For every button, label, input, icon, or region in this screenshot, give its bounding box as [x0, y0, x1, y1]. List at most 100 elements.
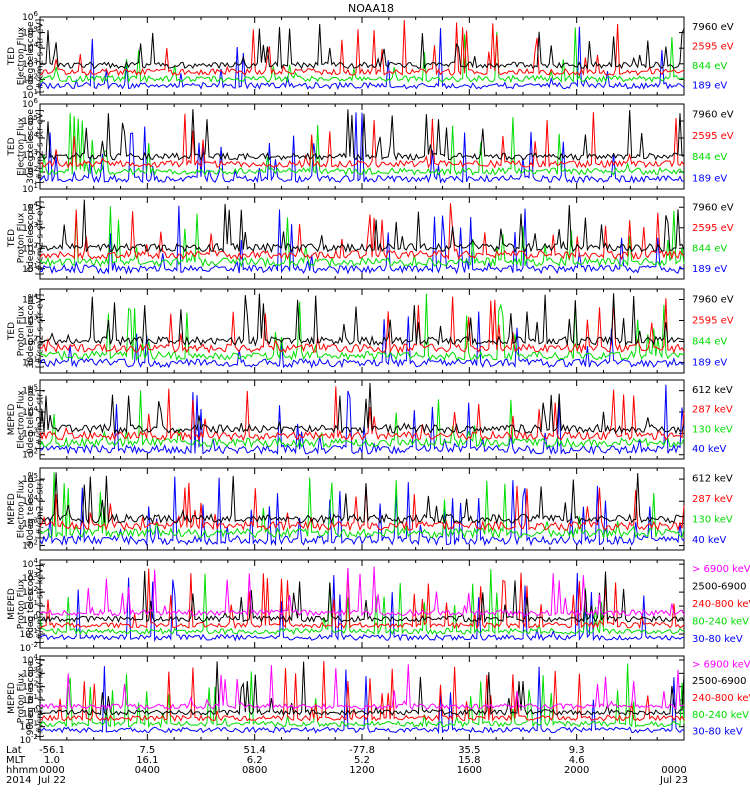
series-trace — [39, 661, 685, 717]
y-axis-label: MEPEDElectron Flux90deg telescope[#/cm2-… — [7, 471, 46, 546]
x-tick-label: 1600 — [457, 765, 482, 776]
x-tick-label: 1.0 — [44, 755, 60, 766]
legend-entry: 80-240 keV — [692, 617, 749, 628]
y-tick-label: 105 — [22, 384, 38, 397]
y-tick-label: 104 — [22, 405, 38, 418]
legend-entry: 7960 eV — [692, 22, 734, 33]
legend-entry: 2595 eV — [692, 131, 734, 142]
x-row-label: MLT — [6, 755, 26, 766]
y-tick-label: 103 — [22, 666, 38, 679]
series-trace — [39, 293, 685, 347]
legend-entry: 287 keV — [692, 405, 733, 416]
legend-entry: 7960 eV — [692, 110, 734, 121]
series-trace — [39, 472, 685, 525]
y-tick-label: 10-2 — [20, 641, 38, 654]
y-tick-label: 100 — [22, 613, 38, 626]
x-row-label: Lat — [6, 745, 22, 756]
x-tick-label: 51.4 — [244, 745, 266, 756]
series-trace — [39, 20, 685, 77]
series-trace — [39, 113, 685, 176]
y-tick-label: 105 — [22, 26, 38, 39]
legend-entry: 7960 eV — [692, 295, 734, 306]
series-trace — [39, 112, 685, 169]
series-trace — [39, 112, 685, 184]
y-tick-label: 103 — [22, 57, 38, 70]
y-tick-label: 102 — [22, 680, 38, 693]
y-tick-label: 103 — [22, 221, 38, 234]
y-axis-label: TEDElectron Flux0deg telescope[#/cm2-s-s… — [7, 19, 46, 94]
y-tick-label: 10-1 — [20, 627, 38, 640]
legend-entry: 844 eV — [692, 243, 727, 254]
legend-entry: 40 keV — [692, 535, 726, 546]
y-tick-label: 104 — [22, 293, 38, 306]
y-tick-label: 104 — [22, 653, 38, 666]
y-tick-label: 104 — [22, 41, 38, 54]
legend-entry: 189 eV — [692, 173, 727, 184]
plot-frame — [39, 288, 685, 374]
legend-entry: 7960 eV — [692, 202, 734, 213]
x-row-label: 2014 — [6, 775, 31, 786]
legend-entry: > 6900 keV — [692, 659, 750, 670]
y-tick-label: 102 — [22, 539, 38, 552]
y-tick-label: 104 — [22, 557, 38, 570]
y-tick-label: 102 — [22, 72, 38, 85]
y-axis-label: TEDElectron Flux30deg telescope[#/cm2-s-… — [7, 109, 46, 184]
x-tick-label: Jul 22 — [37, 775, 66, 786]
y-tick-label: 101 — [22, 262, 38, 275]
legend-entry: 844 eV — [692, 337, 727, 348]
x-tick-label: 0800 — [242, 765, 267, 776]
plot-frame — [39, 379, 685, 460]
legend-entry: 30-80 keV — [692, 634, 743, 645]
series-trace — [39, 199, 685, 254]
y-tick-label: 101 — [22, 693, 38, 706]
series-trace — [39, 568, 685, 630]
y-tick-label: 102 — [22, 585, 38, 598]
x-tick-label: 35.5 — [458, 745, 480, 756]
y-tick-label: 101 — [22, 356, 38, 369]
series-trace — [39, 476, 685, 547]
x-tick-label: 5.2 — [354, 755, 370, 766]
series-trace — [39, 572, 685, 643]
legend-entry: 189 eV — [692, 264, 727, 275]
y-tick-label: 104 — [22, 200, 38, 213]
legend-entry: 40 keV — [692, 444, 726, 455]
series-trace — [39, 664, 685, 711]
series-trace — [39, 23, 685, 70]
x-tick-label: 0400 — [135, 765, 160, 776]
legend-entry: 240-800 keV — [692, 693, 750, 704]
x-tick-label: -77.8 — [349, 745, 375, 756]
legend-entry: 612 keV — [692, 473, 733, 484]
y-tick-label: 102 — [22, 335, 38, 348]
legend-entry: 189 eV — [692, 80, 727, 91]
legend-entry: 844 eV — [692, 152, 727, 163]
legend-entry: 189 eV — [692, 358, 727, 369]
y-axis-label: MEPEDProton Flux90deg telescope[#/cm2-s-… — [7, 658, 46, 737]
y-tick-label: 102 — [22, 165, 38, 178]
y-tick-label: 103 — [22, 148, 38, 161]
y-tick-label: 103 — [22, 571, 38, 584]
series-trace — [39, 666, 685, 735]
y-tick-label: 101 — [22, 88, 38, 101]
legend-entry: 2500-6900 — [692, 581, 747, 592]
y-tick-label: 104 — [22, 494, 38, 507]
series-trace — [39, 206, 685, 268]
y-axis-label: TEDProton Flux0deg telescope[#/cm2-s-str… — [7, 201, 46, 276]
y-tick-label: 100 — [22, 706, 38, 719]
x-tick-label: 15.8 — [458, 755, 480, 766]
x-tick-label: -56.1 — [39, 745, 65, 756]
legend-entry: 2595 eV — [692, 316, 734, 327]
y-tick-label: 103 — [22, 426, 38, 439]
legend-entry: 612 keV — [692, 385, 733, 396]
legend-entry: 130 keV — [692, 424, 733, 435]
x-tick-label: 0000 — [661, 765, 686, 776]
x-tick-label: Jul 23 — [659, 775, 688, 786]
x-tick-label: 0000 — [39, 765, 64, 776]
